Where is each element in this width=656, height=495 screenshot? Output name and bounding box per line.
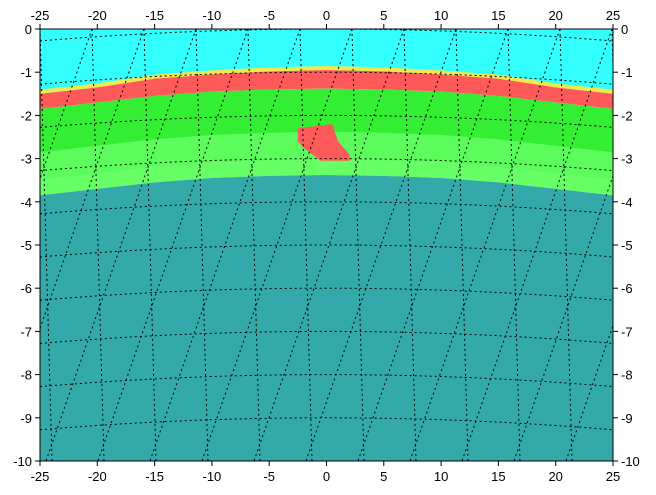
- x-tick-label-bottom: -15: [145, 469, 164, 484]
- x-tick-label-top: 0: [323, 8, 330, 23]
- mesh-diagonal: [40, 29, 93, 181]
- mesh-arc: [40, 244, 613, 258]
- x-tick-label-top: -20: [88, 8, 107, 23]
- y-tick-label-right: -2: [621, 108, 633, 123]
- mesh-vertical: [91, 29, 105, 461]
- y-tick-label-right: -9: [621, 411, 633, 426]
- y-tick-label-left: -8: [20, 368, 32, 383]
- y-tick-label-left: -6: [20, 281, 32, 296]
- y-tick-label-right: -1: [621, 65, 633, 80]
- x-tick-label-bottom: -5: [263, 469, 275, 484]
- x-tick-label-bottom: -25: [31, 469, 50, 484]
- mesh-diagonal: [513, 174, 613, 461]
- mesh-diagonal: [149, 29, 301, 461]
- mesh-vertical: [247, 29, 261, 461]
- x-tick-label-top: -15: [145, 8, 164, 23]
- x-tick-label-top: -5: [263, 8, 275, 23]
- layer-5: [40, 175, 613, 461]
- x-tick-label-bottom: 5: [380, 469, 387, 484]
- y-tick-label-right: -4: [621, 195, 633, 210]
- y-tick-label-left: 0: [25, 22, 32, 37]
- mesh-diagonal: [45, 29, 197, 461]
- x-tick-label-bottom: 20: [548, 469, 562, 484]
- x-tick-label-top: -10: [203, 8, 222, 23]
- y-tick-label-right: -10: [621, 454, 640, 469]
- x-tick-label-bottom: 15: [491, 469, 505, 484]
- layer-4: [40, 159, 613, 196]
- mesh-diagonal: [201, 29, 353, 461]
- mesh-grid: [40, 29, 613, 461]
- mesh-arc: [40, 374, 613, 388]
- mesh-arc: [40, 158, 613, 172]
- axis-ticks: -25-25-20-20-15-15-10-10-5-5005510101515…: [13, 8, 640, 484]
- x-tick-label-bottom: 10: [434, 469, 448, 484]
- y-tick-label-left: -4: [20, 195, 32, 210]
- y-tick-label-left: -3: [20, 152, 32, 167]
- y-tick-label-left: -9: [20, 411, 32, 426]
- x-tick-label-bottom: -10: [203, 469, 222, 484]
- mesh-vertical: [403, 29, 417, 461]
- x-tick-label-bottom: -20: [88, 469, 107, 484]
- y-tick-label-right: 0: [621, 22, 628, 37]
- y-tick-label-right: -8: [621, 368, 633, 383]
- layer-2: [40, 70, 613, 109]
- mesh-arc: [40, 71, 613, 85]
- mesh-arc: [40, 330, 613, 344]
- x-tick-label-top: 15: [491, 8, 505, 23]
- x-tick-label-bottom: 0: [323, 469, 330, 484]
- mesh-arc: [40, 201, 613, 215]
- x-tick-label-top: 25: [606, 8, 620, 23]
- mesh-diagonal: [357, 29, 509, 461]
- mesh-vertical: [143, 29, 157, 461]
- mesh-vertical: [455, 29, 469, 461]
- surface-band: [40, 66, 613, 94]
- x-tick-label-top: 20: [548, 8, 562, 23]
- mesh-vertical: [351, 29, 365, 461]
- mesh-vertical: [299, 29, 313, 461]
- anomaly-body: [297, 124, 350, 161]
- mesh-diagonal: [97, 29, 249, 461]
- y-tick-label-left: -5: [20, 238, 32, 253]
- y-tick-label-left: -2: [20, 108, 32, 123]
- mesh-diagonal: [461, 29, 613, 461]
- y-tick-label-right: -5: [621, 238, 633, 253]
- mesh-diagonal: [40, 29, 145, 331]
- y-tick-label-left: -10: [13, 454, 32, 469]
- mesh-vertical: [507, 29, 521, 461]
- mesh-diagonal: [253, 29, 405, 461]
- x-tick-label-bottom: 25: [606, 469, 620, 484]
- mesh-vertical: [195, 29, 209, 461]
- mesh-arc: [40, 287, 613, 301]
- x-tick-label-top: -25: [31, 8, 50, 23]
- mesh-vertical: [40, 29, 53, 461]
- x-tick-label-top: 10: [434, 8, 448, 23]
- y-tick-label-right: -7: [621, 324, 633, 339]
- mesh-diagonal: [305, 29, 457, 461]
- x-tick-label-top: 5: [380, 8, 387, 23]
- mesh-arc: [40, 417, 613, 431]
- y-tick-label-left: -1: [20, 65, 32, 80]
- y-tick-label-right: -6: [621, 281, 633, 296]
- plot-area: [40, 29, 613, 461]
- mesh-diagonal: [409, 29, 561, 461]
- layer-1: [40, 29, 613, 94]
- y-tick-label-left: -7: [20, 324, 32, 339]
- mesh-arc: [40, 114, 613, 128]
- y-tick-label-right: -3: [621, 152, 633, 167]
- mesh-vertical: [559, 29, 573, 461]
- mesh-diagonal: [565, 324, 613, 461]
